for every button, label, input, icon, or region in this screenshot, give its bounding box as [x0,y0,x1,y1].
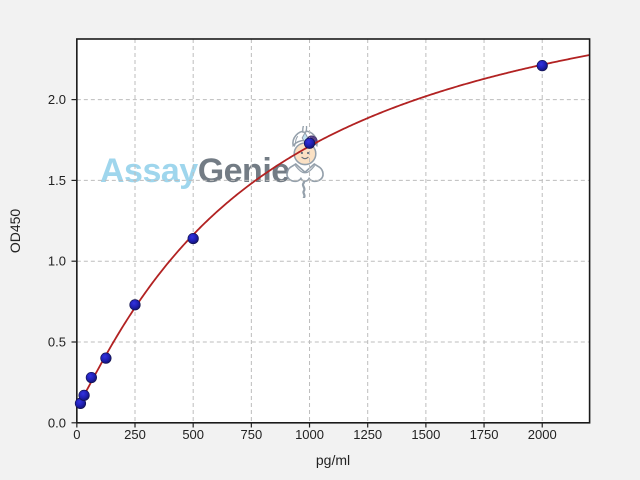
svg-text:2000: 2000 [528,427,557,442]
svg-text:2.0: 2.0 [48,92,66,107]
svg-text:1750: 1750 [470,427,499,442]
svg-text:1000: 1000 [295,427,324,442]
svg-text:500: 500 [182,427,204,442]
svg-text:0: 0 [73,427,80,442]
svg-text:0.0: 0.0 [48,415,66,430]
svg-text:OD450: OD450 [7,209,23,254]
svg-text:250: 250 [124,427,146,442]
svg-text:pg/ml: pg/ml [316,452,350,468]
svg-text:750: 750 [240,427,262,442]
svg-text:0.5: 0.5 [48,335,66,350]
svg-text:1.5: 1.5 [48,173,66,188]
svg-text:1.0: 1.0 [48,254,66,269]
svg-text:1250: 1250 [353,427,382,442]
svg-text:1500: 1500 [411,427,440,442]
